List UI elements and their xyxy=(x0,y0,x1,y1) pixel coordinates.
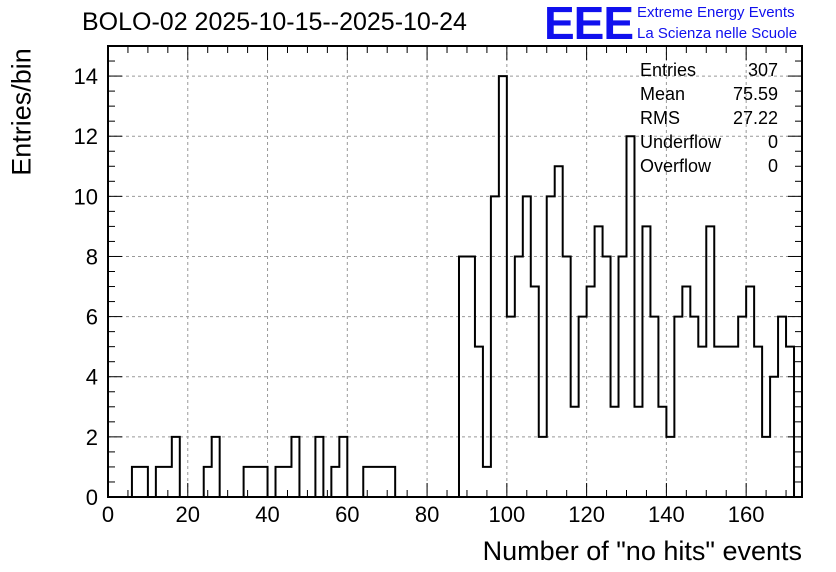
y-tick-label: 0 xyxy=(86,485,98,510)
histogram-bin xyxy=(682,287,690,497)
histogram-bin xyxy=(555,166,563,497)
histogram-bin xyxy=(587,287,595,497)
histogram-bin xyxy=(627,136,635,497)
histogram-bin xyxy=(698,347,706,497)
stat-mean-value: 75.59 xyxy=(732,84,778,104)
histogram-bin xyxy=(499,76,507,497)
x-tick-label: 20 xyxy=(176,502,200,527)
x-tick-label: 120 xyxy=(568,502,605,527)
histogram-bin xyxy=(579,317,587,497)
histogram-bin xyxy=(762,437,770,497)
x-tick-label: 80 xyxy=(415,502,439,527)
histogram-bin xyxy=(746,287,754,497)
stat-mean: Mean 75.59 xyxy=(640,82,778,106)
y-tick-label: 6 xyxy=(86,305,98,330)
stats-box: Entries 307 Mean 75.59 RMS 27.22 Underfl… xyxy=(640,58,778,178)
histogram-bin xyxy=(786,347,794,497)
histogram-bin xyxy=(730,347,738,497)
histogram-bin xyxy=(491,196,499,497)
y-tick-label: 8 xyxy=(86,244,98,269)
stat-mean-label: Mean xyxy=(640,84,686,104)
logo-line-1: Extreme Energy Events xyxy=(637,4,795,21)
histogram-bin xyxy=(172,437,180,497)
histogram-bin xyxy=(634,407,642,497)
y-tick-label: 2 xyxy=(86,425,98,450)
histogram-bin xyxy=(642,226,650,497)
histogram-bin xyxy=(595,226,603,497)
histogram-bin xyxy=(571,407,579,497)
histogram-bin xyxy=(778,317,786,497)
stat-entries-label: Entries xyxy=(640,60,697,80)
chart-title: BOLO-02 2025-10-15--2025-10-24 xyxy=(82,8,467,36)
stat-overflow-value: 0 xyxy=(767,156,778,176)
histogram-bin xyxy=(132,467,140,497)
y-axis-label: Entries/bin xyxy=(6,48,37,176)
histogram-bin xyxy=(658,407,666,497)
histogram-bin xyxy=(706,226,714,497)
y-tick-label: 12 xyxy=(74,124,98,149)
histogram-bin xyxy=(507,317,515,497)
histogram-bin xyxy=(674,317,682,497)
histogram-bin xyxy=(666,437,674,497)
logo-line-2: La Scienza nelle Scuole xyxy=(637,25,798,42)
histogram-bin xyxy=(140,467,148,497)
axis-ticks xyxy=(107,45,802,498)
histogram-bin xyxy=(515,256,523,497)
x-tick-label: 0 xyxy=(102,502,114,527)
histogram-bin xyxy=(315,437,323,497)
histogram-bin xyxy=(539,437,547,497)
histogram-bin xyxy=(459,256,467,497)
stat-overflow-label: Overflow xyxy=(640,156,712,176)
y-tick-label: 14 xyxy=(74,64,98,89)
x-tick-label: 140 xyxy=(648,502,685,527)
grid xyxy=(107,46,802,498)
histogram-bin xyxy=(754,347,762,497)
x-tick-label: 60 xyxy=(335,502,359,527)
stat-underflow-value: 0 xyxy=(767,132,778,152)
x-tick-label: 40 xyxy=(255,502,279,527)
histogram-bin xyxy=(650,317,658,497)
stat-entries-value: 307 xyxy=(747,60,778,80)
histogram-bin xyxy=(619,256,627,497)
histogram-bin xyxy=(379,467,387,497)
histogram-bin xyxy=(563,256,571,497)
histogram-bin xyxy=(531,287,539,497)
histogram-bin xyxy=(690,317,698,497)
histogram-bin xyxy=(722,347,730,497)
stat-rms-label: RMS xyxy=(640,108,680,128)
eee-logo: EEE xyxy=(544,0,634,49)
stat-rms-value: 27.22 xyxy=(732,108,778,128)
stat-overflow: Overflow 0 xyxy=(640,154,778,178)
histogram-bin xyxy=(371,467,379,497)
stat-rms: RMS 27.22 xyxy=(640,106,778,130)
histogram-bin xyxy=(212,437,220,497)
histogram-bin xyxy=(387,467,395,497)
stat-underflow: Underflow 0 xyxy=(640,130,778,154)
histogram-bin xyxy=(467,256,475,497)
y-tick-label: 4 xyxy=(86,365,98,390)
histogram-bin xyxy=(252,467,260,497)
tick-labels: 0 20 40 60 80 100 120 140 160 0 2 4 6 8 10 12 14 xyxy=(74,64,765,527)
y-tick-label: 10 xyxy=(74,184,98,209)
histogram-bin xyxy=(475,347,483,497)
histogram-bin xyxy=(276,467,284,497)
histogram-bin xyxy=(547,196,555,497)
histogram-bin xyxy=(603,256,611,497)
x-axis-label: Number of "no hits" events xyxy=(482,536,802,566)
histogram-bin xyxy=(331,467,339,497)
histogram-bin xyxy=(770,377,778,497)
x-tick-label: 100 xyxy=(488,502,525,527)
stat-underflow-label: Underflow xyxy=(640,132,722,152)
x-tick-label: 160 xyxy=(728,502,765,527)
histogram-bin xyxy=(611,407,619,497)
histogram-bin xyxy=(260,467,268,497)
stat-entries: Entries 307 xyxy=(640,58,778,82)
histogram-bin xyxy=(291,437,299,497)
histogram-bin xyxy=(523,196,531,497)
histogram-bin xyxy=(156,467,164,497)
histogram-bin xyxy=(714,347,722,497)
histogram-bin xyxy=(738,317,746,497)
histogram-bin xyxy=(339,437,347,497)
